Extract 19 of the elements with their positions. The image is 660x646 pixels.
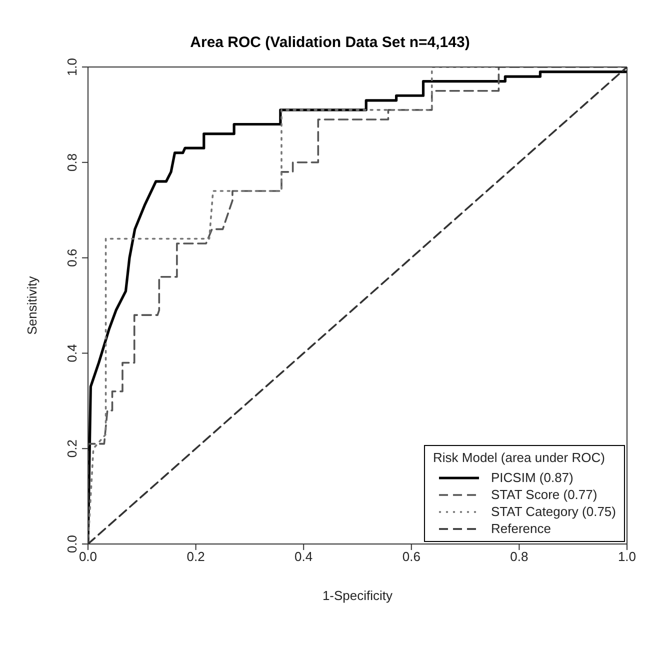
x-tick-label: 0.8: [510, 549, 528, 564]
x-tick-label: 0.4: [294, 549, 313, 564]
x-tick-label: 0.0: [78, 549, 98, 564]
legend-label: PICSIM (0.87): [491, 470, 574, 485]
legend-label: STAT Category (0.75): [491, 504, 616, 519]
y-tick-label: 0.8: [64, 153, 80, 172]
y-tick-label: 1.0: [64, 58, 80, 76]
legend-label: STAT Score (0.77): [491, 487, 598, 502]
x-tick-label: 1.0: [618, 549, 636, 564]
x-tick-label: 0.2: [186, 549, 205, 564]
legend-label: Reference: [491, 521, 551, 536]
y-tick-label: 0.6: [64, 248, 80, 267]
y-tick-label: 0.4: [64, 344, 80, 362]
chart-title: Area ROC (Validation Data Set n=4,143): [189, 34, 471, 53]
x-tick-label: 0.6: [402, 549, 420, 564]
y-axis-title: Sensitivity: [24, 276, 40, 335]
legend-title: Risk Model (area under ROC): [433, 450, 606, 465]
y-tick-label: 0.2: [64, 440, 80, 458]
x-axis-title: 1-Specificity: [322, 588, 394, 603]
